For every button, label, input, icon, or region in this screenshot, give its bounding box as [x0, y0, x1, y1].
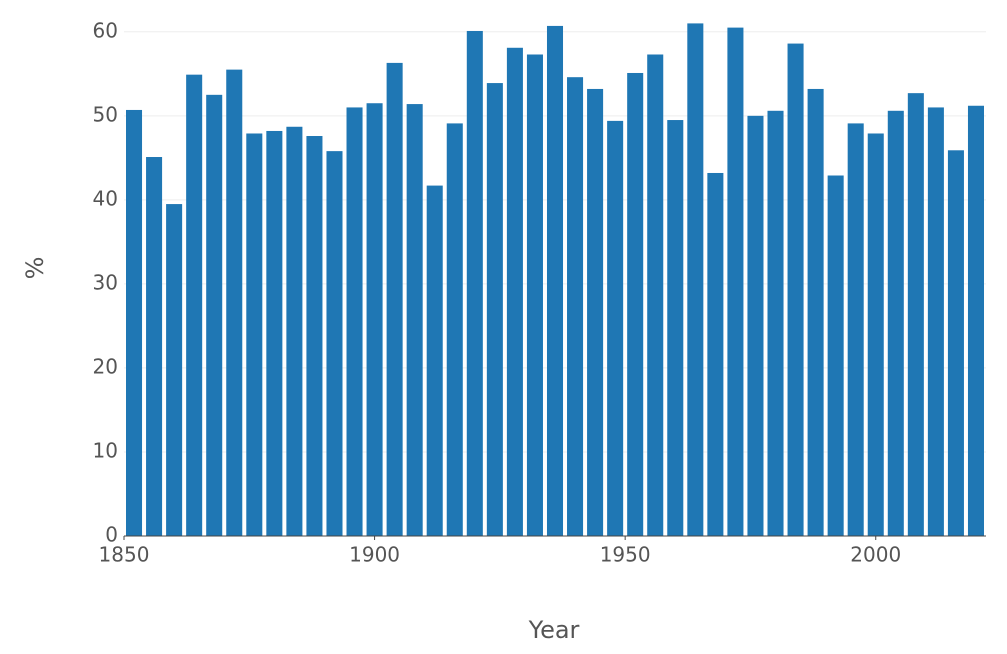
y-tick-label: 0 [105, 523, 118, 547]
bar [346, 107, 363, 536]
bar [146, 157, 163, 536]
bar [807, 88, 824, 536]
bar [186, 74, 203, 536]
bar [647, 54, 664, 536]
y-tick-label: 60 [93, 18, 118, 42]
bar [486, 83, 503, 536]
bar [567, 77, 584, 536]
x-tick-label: 1950 [600, 543, 651, 567]
bar [747, 115, 764, 536]
bar [506, 47, 523, 536]
y-tick-label: 50 [93, 102, 118, 126]
bar [246, 133, 263, 537]
bar [707, 172, 724, 536]
bar [667, 120, 684, 537]
bar [827, 175, 844, 536]
bar [206, 94, 223, 537]
bar [326, 151, 343, 536]
bar [887, 110, 904, 536]
bar [627, 72, 644, 536]
y-axis-label: % [21, 257, 49, 280]
x-tick-label: 1850 [99, 543, 150, 567]
bar [166, 204, 183, 537]
bar [587, 88, 604, 536]
bar [546, 25, 564, 536]
bar [306, 136, 323, 536]
bar [366, 103, 383, 536]
x-tick-label: 2000 [850, 543, 901, 567]
bar [967, 105, 984, 537]
x-tick-label: 1900 [349, 543, 400, 567]
bar [266, 130, 283, 536]
bar [927, 107, 944, 536]
bar [607, 120, 624, 536]
bar [406, 104, 423, 537]
bar [426, 185, 443, 536]
y-tick-label: 40 [93, 186, 118, 210]
bar [767, 110, 784, 536]
bar [867, 133, 884, 537]
bar [907, 93, 924, 537]
y-tick-label: 20 [93, 354, 118, 378]
y-tick-label: 10 [93, 438, 118, 462]
bar [446, 123, 463, 536]
bar [787, 43, 804, 536]
bar [727, 27, 744, 537]
bar [526, 54, 543, 536]
bar [947, 150, 964, 536]
x-axis-label: Year [528, 616, 580, 644]
bar [386, 62, 403, 537]
bar [226, 69, 243, 536]
bar [466, 30, 483, 537]
bar [847, 123, 864, 536]
y-tick-label: 30 [93, 270, 118, 294]
bar [286, 126, 303, 536]
bar [126, 109, 143, 536]
bar [687, 23, 704, 537]
